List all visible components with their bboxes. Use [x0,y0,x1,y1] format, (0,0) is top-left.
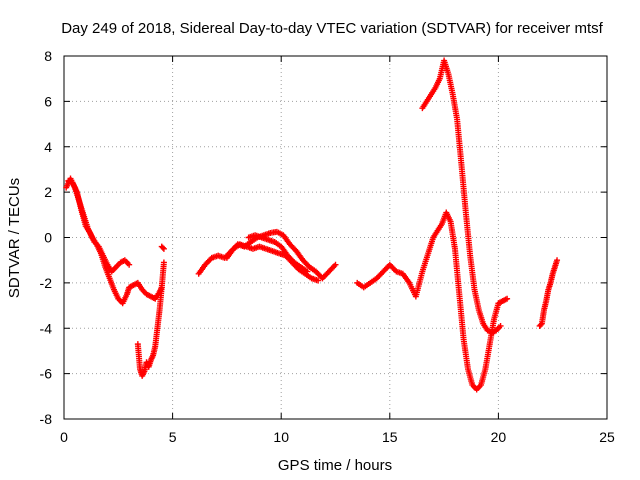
data-point [554,257,561,264]
data-point [504,295,511,302]
x-axis-title: GPS time / hours [278,457,392,474]
series-arc-2 [134,259,167,379]
data-point [160,259,167,266]
data-point [537,321,544,328]
y-tick-label: -6 [40,366,53,382]
axis-ticks: 0 5 10 15 20 25 -8 -6 -4 -2 0 2 4 6 8 [40,48,615,445]
y-tick-label: 6 [44,93,52,109]
y-tick-label: 2 [44,184,52,200]
data-point [304,268,311,275]
data-point [332,261,339,268]
series-arc-3 [158,243,167,252]
series-arc-1b [65,177,133,275]
y-tick-label: 0 [44,230,52,246]
series-arc-7 [536,257,561,329]
y-tick-label: 8 [44,48,52,64]
x-tick-label: 0 [60,429,68,445]
data-point [497,322,504,329]
y-axis-title: SDTVAR / TECUs [6,178,23,298]
grid-lines [64,56,607,419]
data-point [126,261,133,268]
data-point [160,245,167,252]
chart-title: Day 249 of 2018, Sidereal Day-to-day VTE… [61,20,603,37]
series-arc-5 [354,209,511,393]
data-point [159,244,166,251]
x-tick-label: 20 [491,429,507,445]
y-tick-label: -2 [40,275,53,291]
series-arc-4a [195,228,339,282]
x-tick-label: 10 [273,429,289,445]
series-arc-6 [419,57,504,336]
y-tick-label: -8 [40,411,53,427]
series-arc-4c [245,232,311,275]
data-point [315,277,322,284]
x-tick-label: 15 [382,429,398,445]
y-tick-label: 4 [44,139,52,155]
data-points [63,57,561,393]
x-tick-label: 5 [169,429,177,445]
x-tick-label: 25 [599,429,615,445]
y-tick-label: -4 [40,320,53,336]
